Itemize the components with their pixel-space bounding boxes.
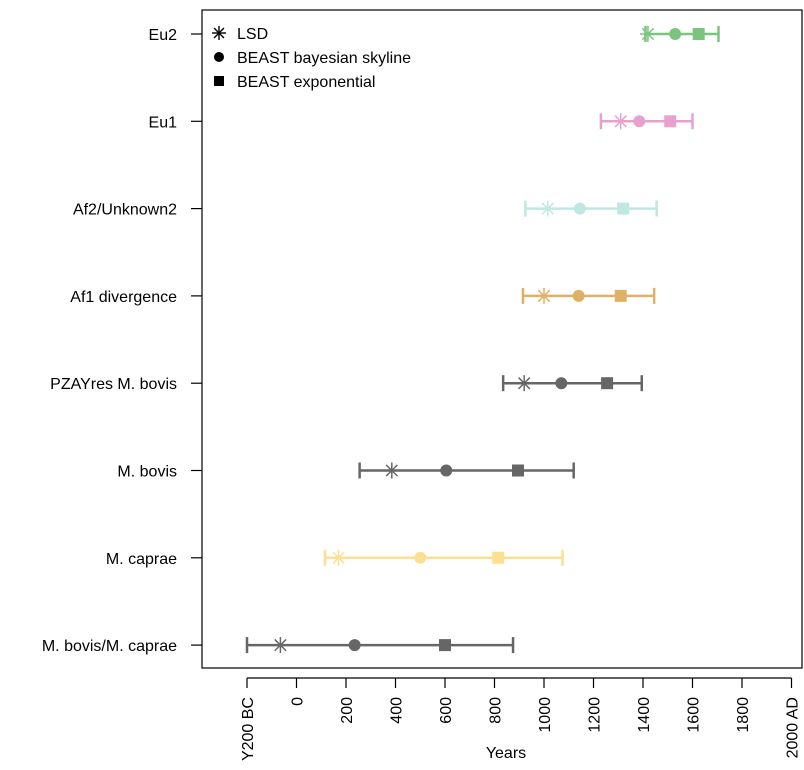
lsd-marker	[272, 637, 289, 654]
x-tick-label: 1800	[735, 697, 752, 733]
series-row	[358, 462, 575, 479]
lsd-marker	[539, 200, 556, 217]
exponential-marker	[492, 551, 505, 564]
plot-frame	[201, 9, 803, 669]
lsd-marker	[612, 113, 629, 130]
series-row	[524, 200, 658, 217]
y-label: M. bovis	[117, 464, 177, 481]
skyline-marker	[348, 639, 361, 652]
exponential-marker	[664, 115, 677, 128]
x-tick-label: 200	[339, 697, 356, 724]
series-row	[323, 549, 564, 566]
lsd-marker	[330, 549, 347, 566]
skyline-marker	[414, 551, 427, 564]
series-row	[599, 113, 694, 130]
x-axis-title: Years	[486, 745, 526, 762]
x-tick-label: 1000	[537, 697, 554, 733]
x-tick-label: Y200 BC	[240, 697, 257, 761]
legend-label: BEAST exponential	[237, 74, 375, 91]
x-tick-label: 1200	[587, 697, 604, 733]
y-label: Eu2	[149, 27, 178, 44]
skyline-marker	[555, 377, 568, 390]
skyline-marker	[633, 115, 646, 128]
x-tick-label: 1600	[686, 697, 703, 733]
series-row	[245, 637, 515, 654]
legend-label: BEAST bayesian skyline	[237, 50, 411, 67]
exponential-marker	[617, 202, 630, 215]
x-tick-label: 0	[290, 697, 307, 706]
y-label: Af2/Unknown2	[73, 202, 177, 219]
series-group	[245, 26, 720, 654]
x-axis: Y200 BC 0 200 400 600 800 1000 1200 1400 1600 1800…	[240, 677, 802, 761]
lsd-marker	[516, 375, 533, 392]
lsd-marker	[383, 462, 400, 479]
y-label: Eu1	[149, 114, 178, 131]
y-label: Af1 divergence	[70, 289, 177, 306]
exponential-marker	[601, 377, 614, 390]
legend-asterisk-marker	[212, 26, 226, 40]
y-label: PZAYres M. bovis	[50, 376, 177, 393]
series-row	[639, 26, 720, 42]
skyline-marker	[573, 202, 586, 215]
series-row	[501, 375, 644, 392]
skyline-marker	[572, 289, 585, 302]
y-label: M. bovis/M. caprae	[42, 638, 177, 655]
skyline-marker	[440, 464, 453, 477]
legend: LSD BEAST bayesian skyline BEAST exponenti…	[212, 26, 411, 91]
y-axis-labels: Eu2 Eu1 Af2/Unknown2 Af1 divergence PZAYres …	[42, 27, 202, 655]
x-tick-label: 2000 AD	[785, 697, 802, 758]
exponential-marker	[692, 28, 705, 40]
legend-square-marker	[214, 76, 224, 86]
series-row	[521, 287, 656, 304]
legend-circle-marker	[214, 52, 224, 62]
x-tick-label: 600	[438, 697, 455, 724]
y-label: M. caprae	[106, 551, 177, 568]
lsd-marker	[536, 287, 552, 304]
legend-label: LSD	[237, 26, 268, 43]
exponential-marker	[614, 289, 627, 302]
skyline-marker	[669, 28, 682, 40]
exponential-marker	[439, 639, 451, 652]
exponential-marker	[512, 464, 525, 477]
x-tick-label: 1400	[636, 697, 653, 733]
lsd-marker	[639, 26, 656, 42]
x-tick-label: 800	[488, 697, 505, 724]
x-tick-label: 400	[389, 697, 406, 724]
